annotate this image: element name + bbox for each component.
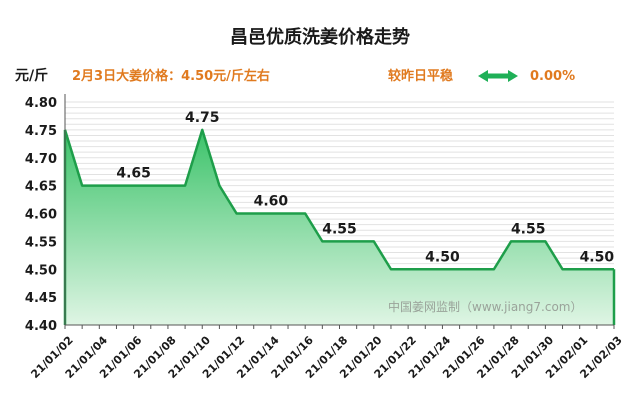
data-label: 4.75 — [185, 110, 220, 126]
data-label: 4.55 — [322, 221, 357, 237]
y-axis: 4.40 4.45 4.50 4.55 4.60 4.65 4.70 4.75 4.80 — [25, 94, 66, 334]
x-axis: 21/01/0221/01/0421/01/0621/01/0821/01/10… — [28, 324, 625, 381]
change-value: 0.00% — [530, 69, 575, 84]
area-fill — [65, 129, 614, 325]
double-arrow-icon — [478, 70, 518, 82]
y-tick-label: 4.75 — [25, 124, 57, 139]
y-tick-label: 4.40 — [25, 319, 57, 334]
data-label: 4.50 — [580, 249, 615, 265]
y-axis-unit: 元/斤 — [15, 67, 48, 84]
change-label: 较昨日平稳 — [388, 68, 453, 84]
data-labels: 4.65 4.75 4.60 4.55 4.50 4.55 4.50 — [116, 110, 614, 265]
y-tick-label: 4.60 — [25, 208, 57, 223]
data-label: 4.55 — [511, 221, 546, 237]
price-summary: 2月3日大姜价格：4.50元/斤左右 — [72, 68, 270, 84]
y-tick-label: 4.80 — [25, 96, 57, 111]
y-tick-label: 4.55 — [25, 235, 57, 250]
data-label: 4.50 — [425, 249, 460, 265]
price-line — [63, 128, 614, 271]
data-label: 4.60 — [254, 194, 289, 210]
y-tick-label: 4.45 — [25, 291, 57, 306]
y-tick-label: 4.70 — [25, 152, 57, 167]
chart-title: 昌邑优质洗姜价格走势 — [230, 26, 410, 48]
data-label: 4.65 — [116, 166, 151, 182]
y-tick-label: 4.50 — [25, 263, 57, 278]
y-tick-label: 4.65 — [25, 180, 57, 195]
watermark: 中国姜网监制（www.jiang7.com） — [388, 299, 582, 314]
